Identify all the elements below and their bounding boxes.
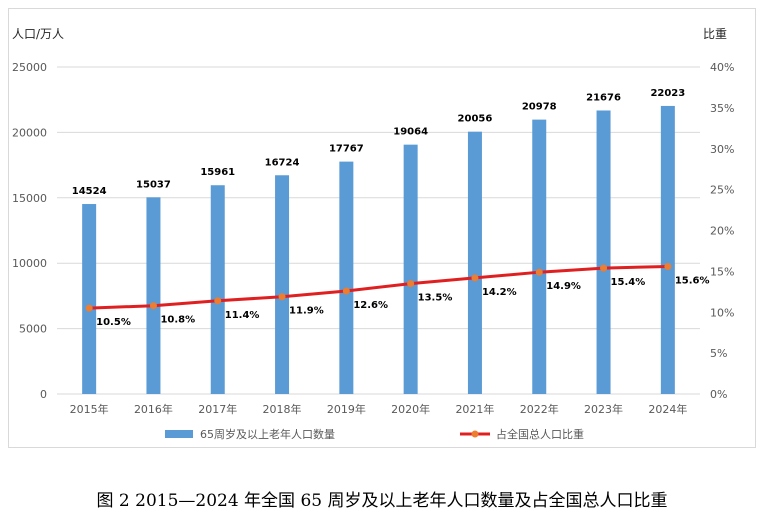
bar [596, 110, 611, 395]
left-axis-ticks: 0 5000 10000 15000 20000 25000 [12, 61, 47, 401]
bar-value-label: 21676 [586, 92, 621, 103]
bar-value-label: 15961 [200, 167, 235, 178]
bar [146, 197, 161, 394]
bar [403, 144, 418, 394]
ratio-value-label: 15.6% [675, 275, 710, 286]
bar-labels: 14524 15037 15961 16724 17767 19064 20056 20978… [72, 88, 686, 197]
bar [660, 105, 675, 395]
x-tick-label: 2024年 [648, 402, 687, 416]
ratio-point [664, 262, 672, 270]
bar [532, 119, 547, 394]
chart: 0 5000 10000 15000 20000 25000 0% 5% 10% 15% 20% 2… [12, 27, 734, 441]
x-tick-label: 2016年 [134, 402, 173, 416]
ratio-value-label: 11.4% [225, 310, 260, 321]
legend: 65周岁及以上老年人口数量 占全国总人口比重 [165, 427, 584, 441]
bar [210, 185, 225, 394]
ratio-value-label: 12.6% [353, 300, 388, 311]
legend-bar-swatch [165, 430, 193, 438]
ratio-value-label: 14.9% [546, 281, 581, 292]
bar-value-label: 17767 [329, 144, 364, 155]
ratio-value-label: 11.9% [289, 306, 324, 317]
grid [57, 66, 700, 395]
right-tick-label: 0% [710, 388, 727, 401]
ratio-point [600, 264, 608, 272]
ratio-point [85, 304, 93, 312]
right-tick-label: 40% [710, 61, 734, 74]
x-axis-ticks: 2015年 2016年 2017年 2018年 2019年 2020年 2021年 2022年… [70, 402, 688, 416]
ratio-line-path [89, 264, 668, 310]
left-tick-label: 5000 [19, 323, 47, 336]
x-tick-label: 2019年 [327, 402, 366, 416]
left-tick-label: 25000 [12, 61, 47, 74]
ratio-point [471, 274, 479, 282]
bars [82, 105, 675, 395]
bar [82, 204, 97, 394]
ratio-labels: 10.5% 10.8% 11.4% 11.9% 12.6% 13.5% 14.2% 14.9%… [96, 275, 709, 328]
bar [275, 175, 290, 394]
left-tick-label: 20000 [12, 126, 47, 139]
chart-frame [8, 8, 756, 448]
legend-line-marker [471, 430, 479, 438]
x-tick-label: 2017年 [198, 402, 237, 416]
ratio-point [149, 302, 157, 310]
ratio-value-label: 13.5% [418, 293, 453, 304]
right-tick-label: 5% [710, 347, 727, 360]
bar-value-label: 19064 [393, 127, 428, 138]
right-tick-label: 30% [710, 143, 734, 156]
right-tick-label: 25% [710, 184, 734, 197]
left-tick-label: 10000 [12, 257, 47, 270]
bar [467, 131, 482, 394]
bar-value-label: 20056 [458, 114, 493, 125]
bar-value-label: 15037 [136, 179, 171, 190]
bar-value-label: 16724 [265, 157, 300, 168]
right-tick-label: 35% [710, 102, 734, 115]
ratio-point [214, 297, 222, 305]
legend-line-label: 占全国总人口比重 [496, 427, 584, 441]
right-tick-label: 10% [710, 306, 734, 319]
right-axis-ticks: 0% 5% 10% 15% 20% 25% 30% 35% 40% [710, 61, 734, 401]
legend-bar-label: 65周岁及以上老年人口数量 [200, 427, 335, 441]
bar [339, 161, 354, 394]
bar-value-label: 14524 [72, 186, 107, 197]
x-tick-label: 2015年 [70, 402, 109, 416]
left-tick-label: 15000 [12, 192, 47, 205]
ratio-value-label: 10.5% [96, 317, 131, 328]
bar-value-label: 22023 [650, 88, 685, 99]
x-tick-label: 2023年 [584, 402, 623, 416]
bar-value-label: 20978 [522, 102, 557, 113]
ratio-point [278, 293, 286, 301]
x-tick-label: 2018年 [263, 402, 302, 416]
x-tick-label: 2022年 [520, 402, 559, 416]
x-tick-label: 2020年 [391, 402, 430, 416]
left-tick-label: 0 [40, 388, 47, 401]
ratio-value-label: 15.4% [611, 277, 646, 288]
x-tick-label: 2021年 [455, 402, 494, 416]
ratio-point [535, 268, 543, 276]
ratio-point [407, 280, 415, 288]
ratio-value-label: 10.8% [160, 315, 195, 326]
right-tick-label: 20% [710, 225, 734, 238]
left-axis-label: 人口/万人 [12, 27, 64, 41]
ratio-point [342, 287, 350, 295]
ratio-line [85, 262, 672, 312]
right-tick-label: 15% [710, 265, 734, 278]
figure-caption: 图 2 2015—2024 年全国 65 周岁及以上老年人口数量及占全国总人口比… [96, 491, 668, 511]
ratio-value-label: 14.2% [482, 287, 517, 298]
right-axis-label: 比重 [703, 27, 727, 41]
